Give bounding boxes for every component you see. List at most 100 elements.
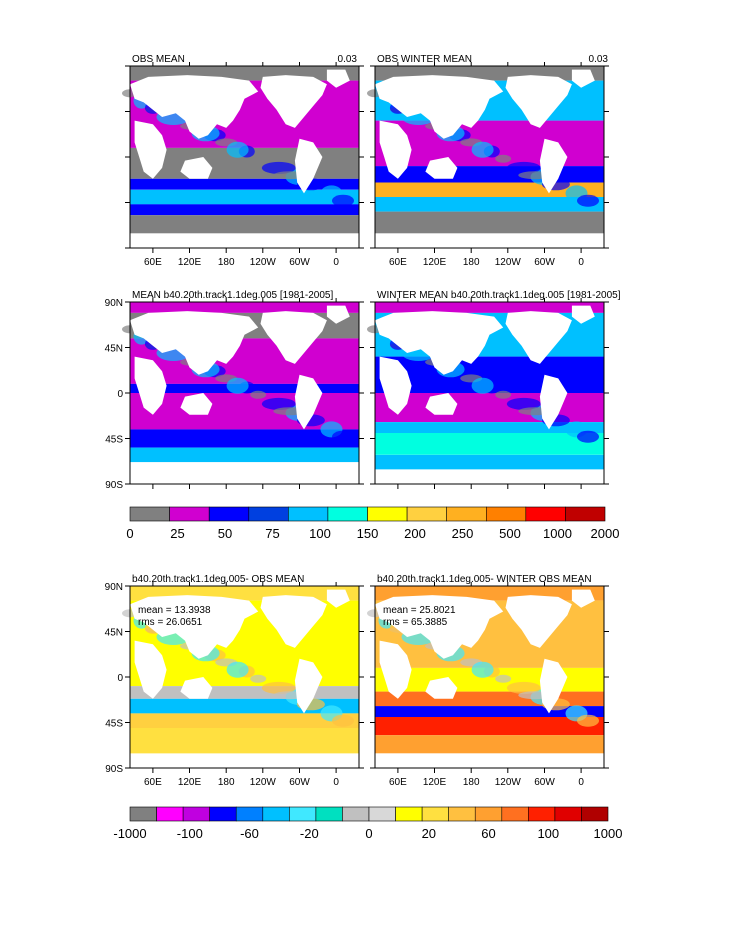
ocean-band (130, 178, 359, 190)
colorbar-label: 20 (422, 826, 436, 841)
colorbar-swatch (169, 506, 210, 522)
lat-tick-label: 90S (105, 480, 123, 491)
field-blotch (506, 397, 541, 410)
ocean-band (375, 454, 604, 470)
field-blotch (226, 377, 249, 394)
land-mask (130, 469, 359, 484)
land-mask (425, 393, 458, 415)
map-area: 60E 120E 180 120W 60W 0 (367, 62, 609, 268)
ocean-band (130, 215, 359, 234)
panel-obs-winter-mean: OBS WINTER MEAN 0.03 60E 120E 180 120W 60W 0 (367, 54, 609, 268)
land-mask (505, 75, 572, 128)
lon-tick-label: 0 (333, 777, 339, 788)
panel-diff-winter-mean: b40.20th.track1.1deg.005- WINTER OBS MEA… (367, 574, 609, 788)
lat-tick-label: 45N (105, 344, 123, 355)
lon-tick-label: 120E (178, 777, 202, 788)
map-area (367, 298, 609, 489)
field-blotch (250, 154, 267, 163)
colorbar-swatch (485, 506, 527, 522)
field-blotch (226, 661, 249, 678)
lon-tick-label: 180 (218, 777, 235, 788)
land-mask (130, 233, 359, 248)
colorbar-swatch (367, 506, 408, 522)
lon-tick-label: 180 (463, 257, 480, 268)
ocean-band (375, 197, 604, 212)
colorbar-swatch (581, 806, 609, 822)
land-mask (134, 640, 167, 699)
lat-tick-label: 90N (105, 582, 123, 593)
lon-tick-label: 120W (250, 777, 277, 788)
panel-title: b40.20th.track1.1deg.005- WINTER OBS MEA… (377, 574, 592, 585)
colorbar-label: 25 (170, 526, 184, 541)
lon-tick-label: 120E (423, 257, 447, 268)
ocean-band (130, 462, 359, 470)
land-mask (130, 753, 359, 768)
land-mask (134, 356, 167, 415)
field-blotch (577, 714, 599, 727)
land-mask (425, 677, 458, 699)
field-blotch (332, 430, 354, 443)
land-mask (571, 589, 595, 608)
lat-tick-label: 45S (105, 435, 123, 446)
lat-tick-label: 90S (105, 764, 123, 775)
field-blotch (332, 194, 354, 207)
rms-stat: rms = 26.0651 (138, 617, 203, 628)
map-area: 60E 120E 180 120W 60W 0 (367, 582, 609, 788)
colorbar-label: 100 (309, 526, 331, 541)
field-blotch (577, 430, 599, 443)
lat-tick-label: 90N (105, 298, 123, 309)
field-blotch (506, 161, 541, 174)
ocean-band (130, 302, 359, 313)
field-blotch (471, 377, 494, 394)
land-mask (375, 75, 504, 139)
colorbar-swatch (395, 806, 423, 822)
land-mask (326, 589, 350, 608)
colorbar-swatch (406, 506, 448, 522)
colorbar-label: -1000 (113, 826, 146, 841)
colorbar-label: 2000 (591, 526, 620, 541)
lat-tick-label: 0 (117, 389, 123, 400)
ocean-band (375, 735, 604, 754)
lon-tick-label: 60E (144, 257, 162, 268)
land-mask (539, 138, 568, 194)
colorbar-swatch (501, 806, 529, 822)
land-mask (134, 120, 167, 179)
field-blotch (261, 161, 296, 174)
ocean-band (375, 706, 604, 717)
colorbar-label: 250 (452, 526, 474, 541)
lat-tick-label: 45S (105, 719, 123, 730)
land-mask (539, 374, 568, 430)
lon-tick-label: 60E (389, 257, 407, 268)
panel-model-winter-mean: WINTER MEAN b40.20th.track1.1deg.005 [19… (367, 290, 621, 489)
colorbar-label: 150 (357, 526, 379, 541)
field-blotch (577, 194, 599, 207)
colorbar-swatch (421, 806, 450, 822)
colorbar-swatch (248, 506, 289, 522)
colorbar-label: -100 (177, 826, 203, 841)
colorbar-swatch (565, 506, 606, 522)
ocean-band (375, 302, 604, 313)
colorbar-label: 0 (126, 526, 133, 541)
land-mask (379, 356, 412, 415)
panel-title: WINTER MEAN b40.20th.track1.1deg.005 [19… (377, 290, 621, 301)
land-mask (425, 157, 458, 179)
colorbar-label: 100 (537, 826, 559, 841)
colorbar-swatch (262, 806, 290, 822)
colorbar-swatch (156, 806, 184, 822)
land-mask (539, 658, 568, 714)
lat-tick-label: 45N (105, 628, 123, 639)
lon-tick-label: 0 (333, 257, 339, 268)
field-blotch (250, 390, 267, 399)
rms-stat: rms = 65.3885 (383, 617, 448, 628)
land-mask (326, 305, 350, 324)
colorbar-label: -20 (300, 826, 319, 841)
panel-obs-mean: OBS MEAN 0.03 60E 120E 180 120W 60W 0 (122, 54, 364, 268)
colorbar-label: 0 (365, 826, 372, 841)
colorbar-swatch (527, 806, 556, 822)
land-mask (260, 311, 327, 364)
land-mask (379, 120, 412, 179)
colorbar-swatch (448, 806, 476, 822)
colorbar-swatch (235, 806, 264, 822)
lon-tick-label: 120W (495, 777, 522, 788)
